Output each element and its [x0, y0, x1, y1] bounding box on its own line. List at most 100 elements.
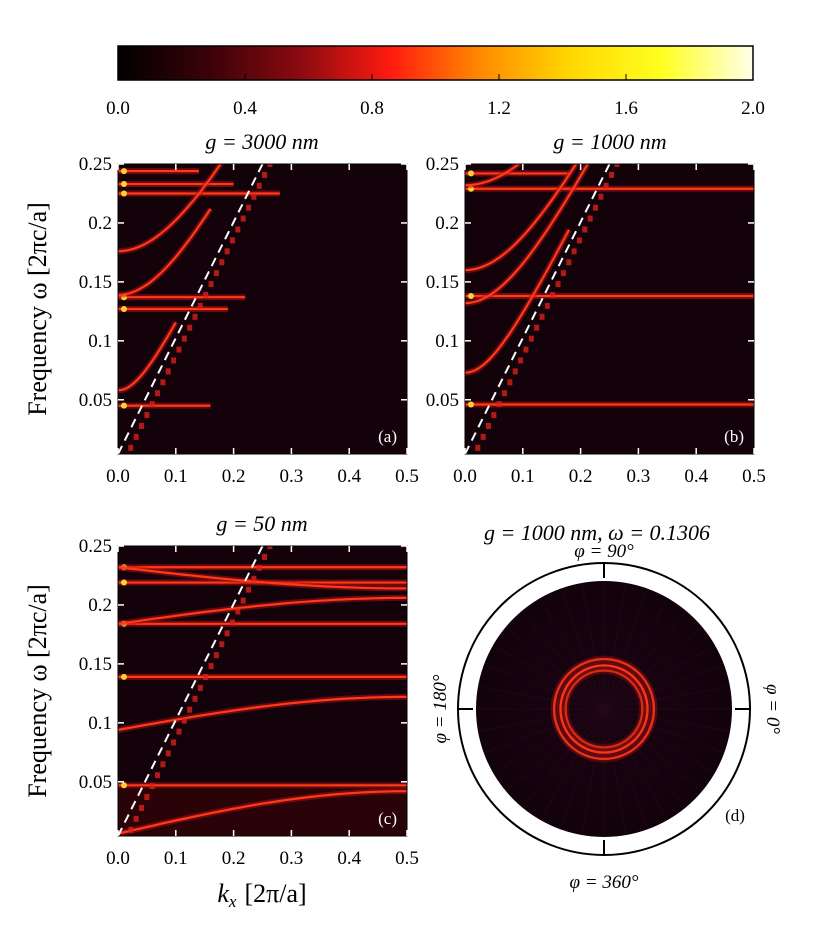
panel-d-tag: (d)	[725, 806, 745, 825]
polar-spoke	[477, 708, 605, 732]
y-tick-label: 0.1	[435, 331, 459, 352]
light-line-mode	[165, 750, 171, 757]
polar-spoke	[483, 708, 605, 754]
light-line-mode	[502, 390, 508, 397]
band-hotspot	[121, 181, 127, 188]
band-layer	[118, 164, 280, 454]
light-line-mode	[176, 346, 182, 353]
polar-spoke	[492, 708, 605, 774]
x-tick-label: 0.5	[395, 466, 419, 487]
polar-spoke	[603, 610, 687, 710]
light-line-mode	[203, 291, 209, 298]
polar-spoke	[521, 610, 605, 710]
curved-band	[118, 164, 222, 253]
light-line-mode	[165, 368, 171, 375]
light-line-mode	[603, 182, 609, 189]
colorbar-tick-label: 0.4	[233, 98, 257, 119]
curved-band	[118, 695, 407, 731]
y-tick-label: 0.2	[88, 213, 112, 234]
polar-spoke	[603, 708, 669, 821]
light-line-mode	[507, 379, 513, 386]
light-line-mode	[155, 772, 161, 779]
light-line-mode	[128, 444, 134, 451]
x-tick-label: 0.5	[395, 848, 419, 869]
y-tick-label: 0.05	[79, 772, 112, 793]
colorbar-bar	[117, 45, 754, 81]
polar-spoke	[603, 708, 649, 830]
polar-spoke	[603, 686, 731, 710]
band-hotspot	[121, 673, 127, 680]
x-tick-label: 0.2	[222, 848, 246, 869]
light-line-mode	[235, 226, 241, 233]
x-tick-label: 0.2	[222, 466, 246, 487]
light-line-mode	[160, 761, 166, 768]
y-tick-label: 0.2	[435, 213, 459, 234]
polar-spoke	[483, 664, 605, 710]
polar-spoke	[521, 708, 605, 808]
light-line-mode	[491, 412, 497, 419]
light-line-mode	[550, 291, 556, 298]
x-tick-label: 0.2	[569, 466, 593, 487]
light-line-mode	[593, 204, 599, 211]
x-tick-label: 0.0	[106, 848, 130, 869]
light-line	[118, 546, 264, 836]
polar-ring	[559, 664, 649, 754]
x-tick-label: 0.1	[164, 848, 188, 869]
light-line-mode	[192, 695, 198, 702]
polar-ring	[552, 657, 656, 761]
light-line-mode	[160, 379, 166, 386]
x-tick-label: 0.0	[453, 466, 477, 487]
polar-spoke	[505, 708, 605, 792]
light-line-mode	[480, 433, 486, 440]
panel-a-title: g = 3000 nm	[205, 129, 318, 154]
panel-a-heatmap: 0.05 0.1 0.15 0.2 0.25 0.0 0.1 0.2 0.3 0.4 0.5 (a)	[79, 154, 419, 487]
light-line	[465, 164, 611, 454]
panel-d-title: g = 1000 nm, ω = 0.1306	[484, 520, 710, 545]
light-line-mode	[262, 171, 268, 178]
curved-band	[118, 566, 407, 590]
polar-spoke	[559, 708, 605, 830]
polar-spoke	[539, 597, 605, 710]
polar-spoke	[603, 582, 627, 710]
panel-frame	[464, 163, 755, 455]
light-line-mode	[256, 182, 262, 189]
light-line-mode	[192, 313, 198, 320]
light-line-mode	[475, 444, 481, 451]
y-tick-label: 0.25	[79, 154, 112, 175]
colorbar-tick-label: 0.8	[360, 98, 384, 119]
polar-spoke	[603, 708, 731, 732]
polar-spoke	[603, 588, 649, 710]
light-line-mode	[587, 215, 593, 222]
polar-spoke	[603, 708, 703, 792]
polar-spoke	[603, 626, 703, 710]
light-line-mode	[155, 390, 161, 397]
light-line-mode	[267, 164, 273, 167]
light-line-mode	[138, 422, 144, 429]
colorbar-tick-label: 1.6	[614, 98, 638, 119]
light-line-mode	[203, 673, 209, 680]
band-layer	[465, 164, 754, 454]
light-line-mode	[246, 204, 252, 211]
x-axis-label: kx [2π/a]	[217, 879, 306, 911]
y-tick-label: 0.1	[88, 713, 112, 734]
x-tick-label: 0.3	[627, 466, 651, 487]
light-line-mode	[240, 215, 246, 222]
polar-spoke	[492, 644, 605, 710]
x-tick-label: 0.4	[337, 466, 361, 487]
light-line-mode	[246, 586, 252, 593]
light-line-mode	[181, 335, 187, 342]
light-line	[118, 164, 264, 454]
light-line-mode	[256, 564, 262, 571]
light-line-mode	[224, 630, 230, 637]
light-line-mode	[138, 804, 144, 811]
light-line-mode	[149, 401, 155, 408]
light-line-mode	[235, 608, 241, 615]
polar-ring	[564, 669, 644, 749]
x-tick-label: 0.1	[511, 466, 535, 487]
light-line-mode	[555, 281, 561, 288]
panel-tag: (c)	[378, 809, 397, 828]
polar-spoke	[603, 708, 716, 774]
light-line-mode	[598, 193, 604, 200]
y-tick-label: 0.25	[79, 536, 112, 557]
light-line-mode	[213, 652, 219, 659]
